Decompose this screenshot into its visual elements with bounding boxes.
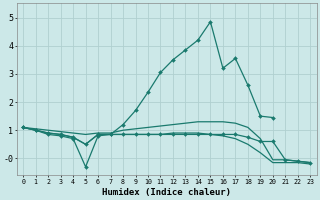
X-axis label: Humidex (Indice chaleur): Humidex (Indice chaleur)	[102, 188, 231, 197]
